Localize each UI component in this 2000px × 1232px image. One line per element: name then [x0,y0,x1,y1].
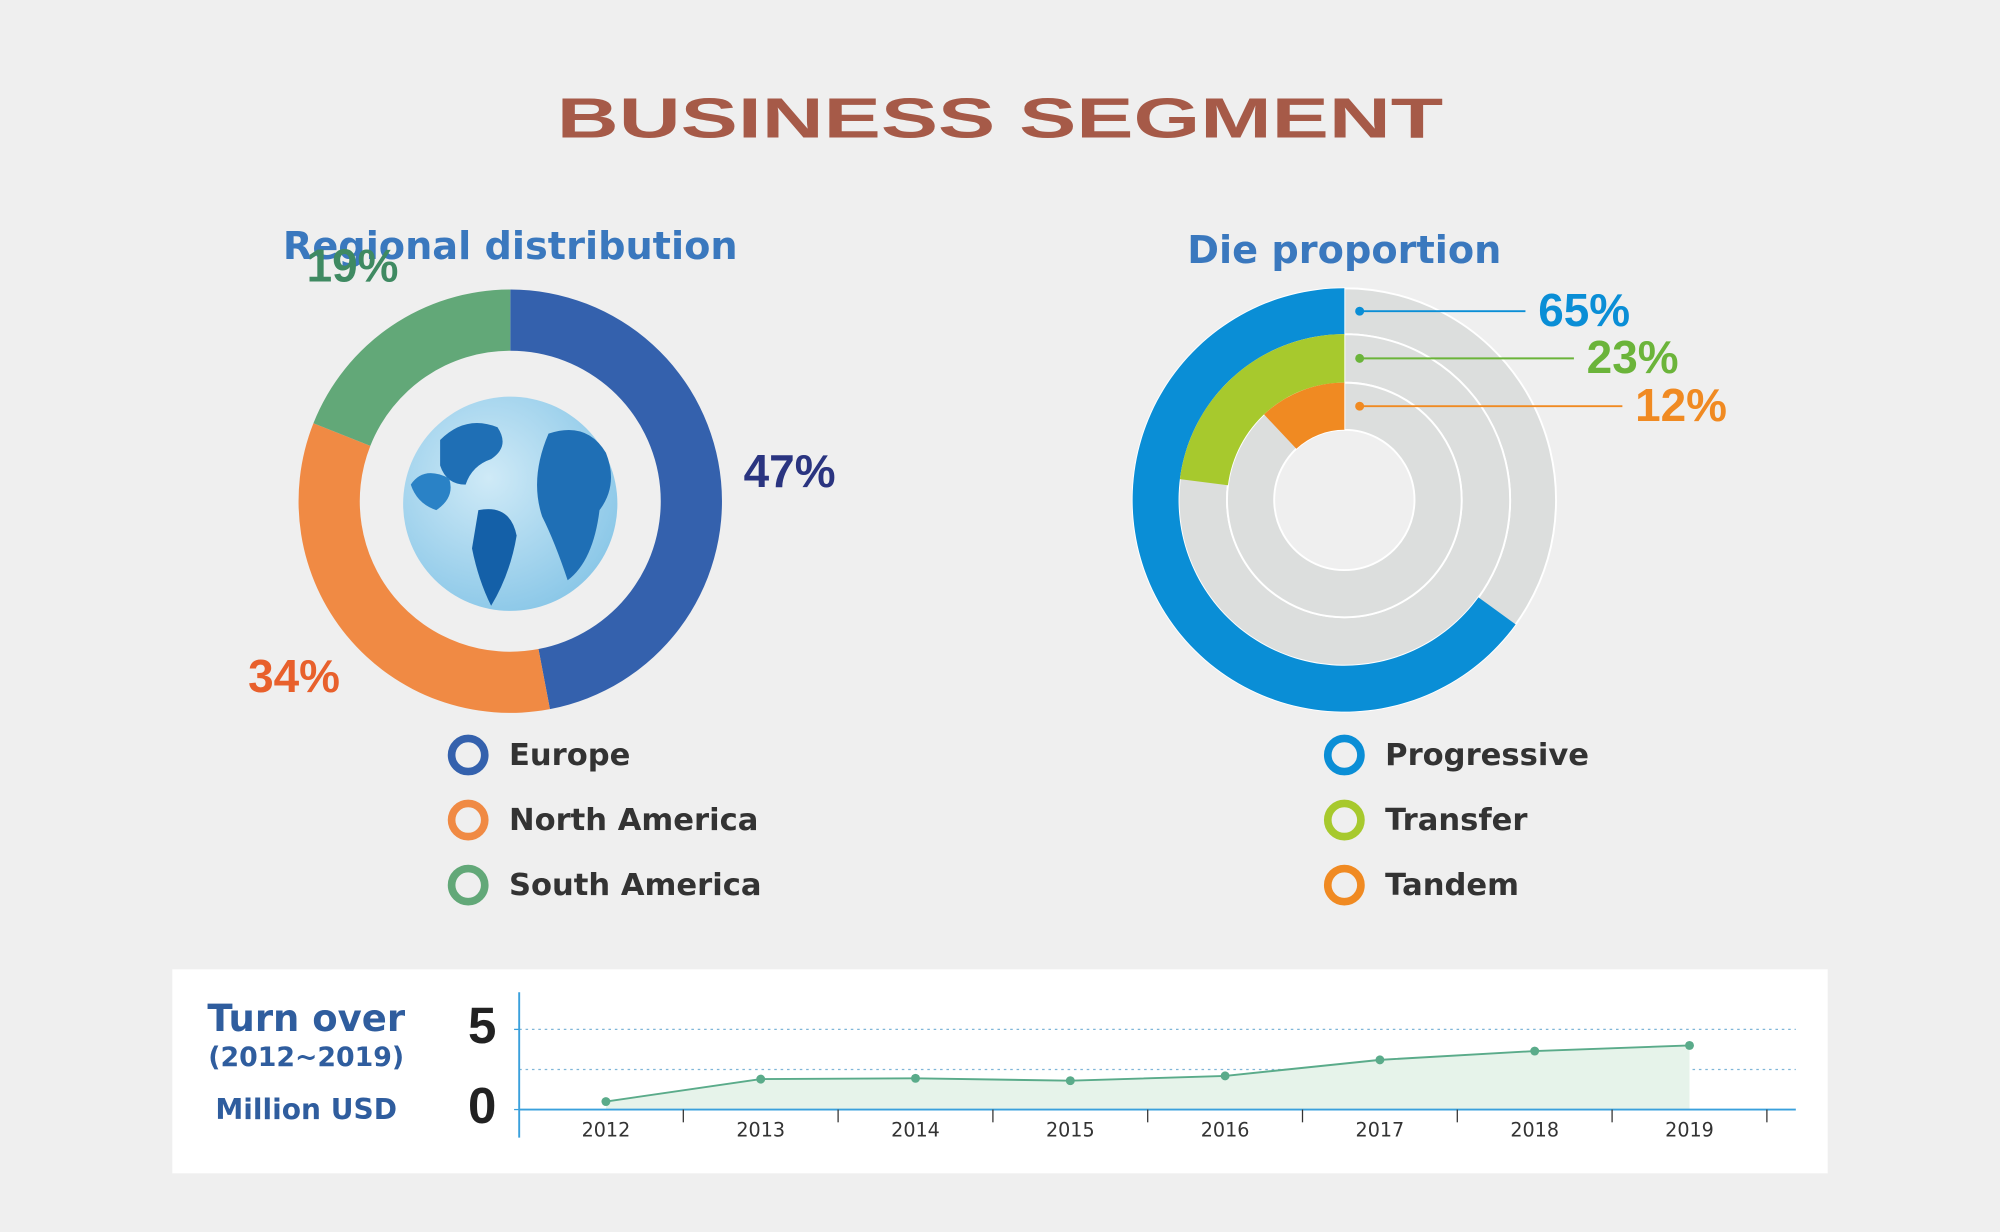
value-label: 34% [248,650,340,702]
y-tick-label: 0 [468,1077,496,1134]
chart-title: Turn over [207,997,405,1040]
legend-swatch [1323,799,1365,841]
x-tick-label: 2014 [891,1119,940,1142]
legend-label: Tandem [1385,868,1519,903]
pie-segment [510,289,722,710]
legend-swatch [1323,734,1365,776]
y-tick-label: 5 [468,997,496,1054]
data-point [1065,1076,1075,1086]
legend-swatch [447,734,489,776]
page-title: BUSINESS SEGMENT [557,86,1443,149]
legend-swatch [447,799,489,841]
legend-label: Europe [509,738,630,773]
x-tick-label: 2016 [1201,1119,1250,1142]
value-label: 12% [1635,379,1727,431]
chart-title: Die proportion [1187,228,1501,273]
y-axis-label: Million USD [215,1093,397,1126]
chart-subtitle: (2012~2019) [208,1042,404,1073]
legend-swatch [447,864,489,906]
data-point [1685,1040,1694,1050]
x-tick-label: 2019 [1665,1119,1714,1142]
x-tick-label: 2012 [582,1119,631,1142]
data-point [1530,1046,1540,1056]
legend-label: Transfer [1385,803,1527,838]
data-point [1375,1055,1385,1065]
value-label: 65% [1538,284,1630,336]
pie-segment [298,423,550,713]
x-tick-label: 2013 [736,1119,785,1142]
radial-bar [1179,334,1345,486]
legend-label: Progressive [1385,738,1589,773]
area [605,1045,1690,1110]
x-tick-label: 2017 [1356,1119,1405,1142]
data-point [1220,1071,1230,1081]
value-label: 19% [307,239,399,291]
value-label: 47% [744,445,836,497]
legend-label: North America [509,803,758,838]
pie-segment [313,289,511,446]
line [605,1044,1690,1103]
data-point [911,1073,920,1083]
chart-title: Regional distribution [283,224,738,269]
x-tick-label: 2015 [1046,1119,1095,1142]
value-label: 23% [1587,331,1679,383]
data-point [601,1097,611,1107]
legend-label: South America [509,868,762,903]
legend-swatch [1323,864,1365,906]
x-tick-label: 2018 [1510,1119,1559,1142]
data-point [756,1074,766,1084]
globe [403,396,618,611]
radial-bar [1264,382,1345,449]
